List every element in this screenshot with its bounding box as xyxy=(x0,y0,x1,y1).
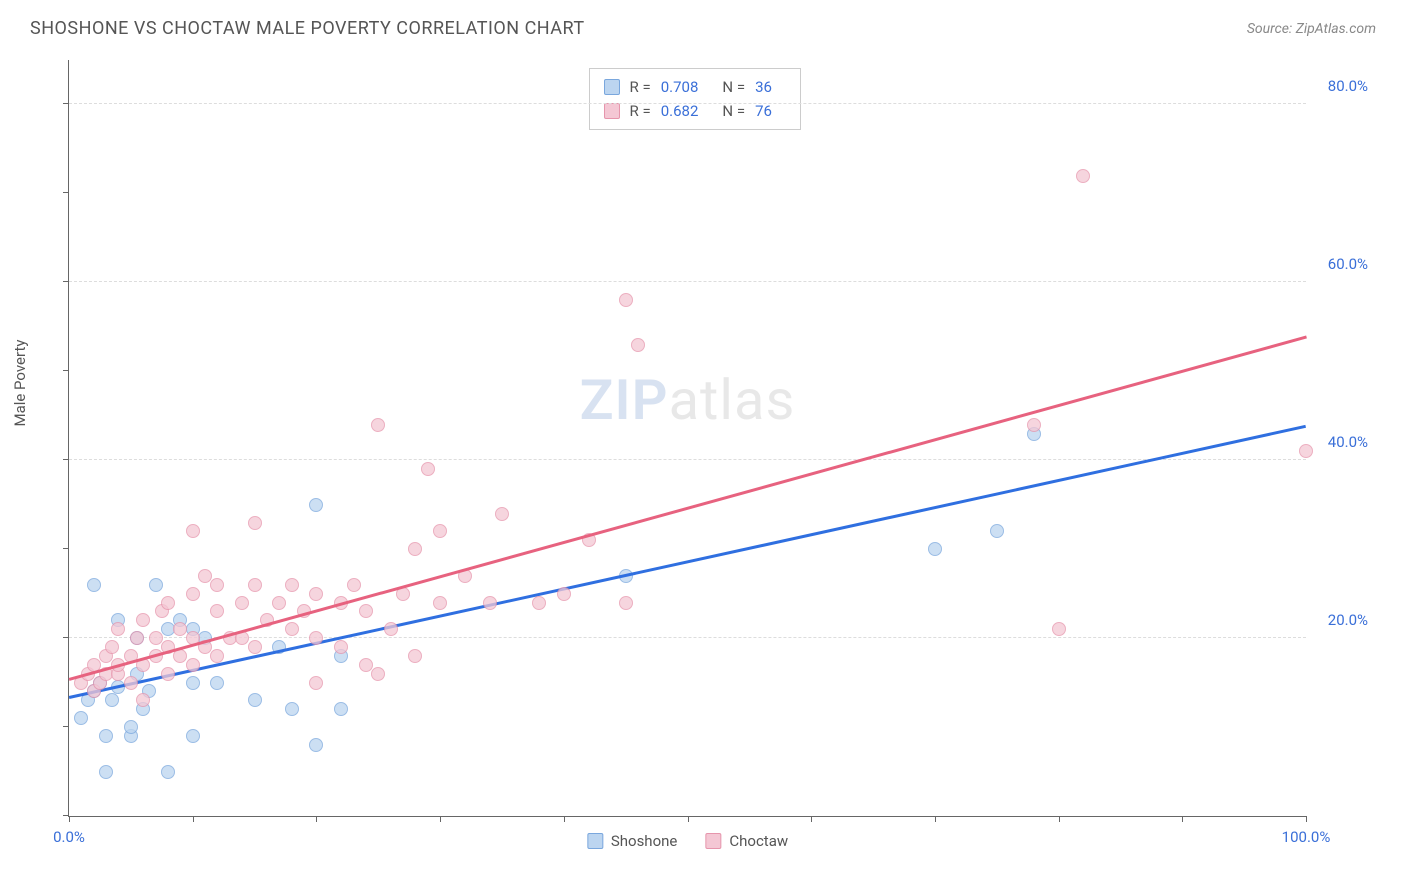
data-point xyxy=(359,604,373,618)
data-point xyxy=(1076,169,1090,183)
data-point xyxy=(421,462,435,476)
data-point xyxy=(1052,622,1066,636)
data-point xyxy=(433,596,447,610)
data-point xyxy=(248,640,262,654)
data-point xyxy=(210,676,224,690)
trend-line xyxy=(69,336,1307,681)
legend-item-shoshone: Shoshone xyxy=(587,832,678,850)
data-point xyxy=(198,569,212,583)
swatch-shoshone xyxy=(604,79,620,95)
data-point xyxy=(248,693,262,707)
swatch-choctaw-icon xyxy=(705,833,721,849)
gridline xyxy=(69,281,1306,282)
data-point xyxy=(186,658,200,672)
data-point xyxy=(309,587,323,601)
stats-box: R = 0.708 N = 36 R = 0.682 N = 76 xyxy=(589,68,801,130)
legend: Shoshone Choctaw xyxy=(587,832,788,850)
y-axis-label: Male Poverty xyxy=(11,340,29,427)
y-tick-label: 20.0% xyxy=(1328,611,1368,629)
trend-line xyxy=(69,425,1307,699)
data-point xyxy=(532,596,546,610)
x-tick-label: 100.0% xyxy=(1282,828,1331,846)
data-point xyxy=(74,711,88,725)
data-point xyxy=(631,338,645,352)
x-tick-label: 0.0% xyxy=(53,828,85,846)
data-point xyxy=(248,578,262,592)
data-point xyxy=(408,542,422,556)
data-point xyxy=(285,702,299,716)
watermark: ZIPatlas xyxy=(580,367,796,433)
data-point xyxy=(99,765,113,779)
data-point xyxy=(105,640,119,654)
chart-title: SHOSHONE VS CHOCTAW MALE POVERTY CORRELA… xyxy=(30,18,585,39)
data-point xyxy=(384,622,398,636)
data-point xyxy=(557,587,571,601)
data-point xyxy=(483,596,497,610)
data-point xyxy=(130,631,144,645)
data-point xyxy=(309,676,323,690)
swatch-choctaw xyxy=(604,103,620,119)
scatter-plot: ZIPatlas R = 0.708 N = 36 R = 0.682 N = … xyxy=(68,60,1306,817)
y-tick-label: 60.0% xyxy=(1328,255,1368,273)
data-point xyxy=(136,693,150,707)
swatch-shoshone-icon xyxy=(587,833,603,849)
data-point xyxy=(186,676,200,690)
data-point xyxy=(285,578,299,592)
data-point xyxy=(235,596,249,610)
data-point xyxy=(334,702,348,716)
data-point xyxy=(1299,444,1313,458)
data-point xyxy=(408,649,422,663)
data-point xyxy=(186,587,200,601)
data-point xyxy=(99,729,113,743)
data-point xyxy=(248,516,262,530)
data-point xyxy=(111,622,125,636)
data-point xyxy=(309,631,323,645)
data-point xyxy=(347,578,361,592)
legend-item-choctaw: Choctaw xyxy=(705,832,788,850)
data-point xyxy=(136,613,150,627)
data-point xyxy=(619,596,633,610)
source-label: Source: ZipAtlas.com xyxy=(1247,21,1376,37)
gridline xyxy=(69,637,1306,638)
data-point xyxy=(309,498,323,512)
data-point xyxy=(124,720,138,734)
data-point xyxy=(161,765,175,779)
data-point xyxy=(87,578,101,592)
data-point xyxy=(186,524,200,538)
data-point xyxy=(149,578,163,592)
y-tick-label: 40.0% xyxy=(1328,433,1368,451)
data-point xyxy=(186,729,200,743)
data-point xyxy=(161,596,175,610)
data-point xyxy=(433,524,447,538)
data-point xyxy=(210,649,224,663)
data-point xyxy=(309,738,323,752)
data-point xyxy=(495,507,509,521)
data-point xyxy=(371,418,385,432)
data-point xyxy=(210,578,224,592)
y-tick-label: 80.0% xyxy=(1328,77,1368,95)
data-point xyxy=(149,631,163,645)
data-point xyxy=(173,622,187,636)
data-point xyxy=(371,667,385,681)
stats-row-shoshone: R = 0.708 N = 36 xyxy=(604,75,786,99)
gridline xyxy=(69,103,1306,104)
data-point xyxy=(161,667,175,681)
data-point xyxy=(124,676,138,690)
data-point xyxy=(359,658,373,672)
data-point xyxy=(334,640,348,654)
data-point xyxy=(619,293,633,307)
chart-container: Male Poverty ZIPatlas R = 0.708 N = 36 R… xyxy=(30,50,1376,872)
data-point xyxy=(272,596,286,610)
data-point xyxy=(928,542,942,556)
data-point xyxy=(210,604,224,618)
data-point xyxy=(105,693,119,707)
data-point xyxy=(285,622,299,636)
data-point xyxy=(1027,418,1041,432)
gridline xyxy=(69,459,1306,460)
data-point xyxy=(990,524,1004,538)
